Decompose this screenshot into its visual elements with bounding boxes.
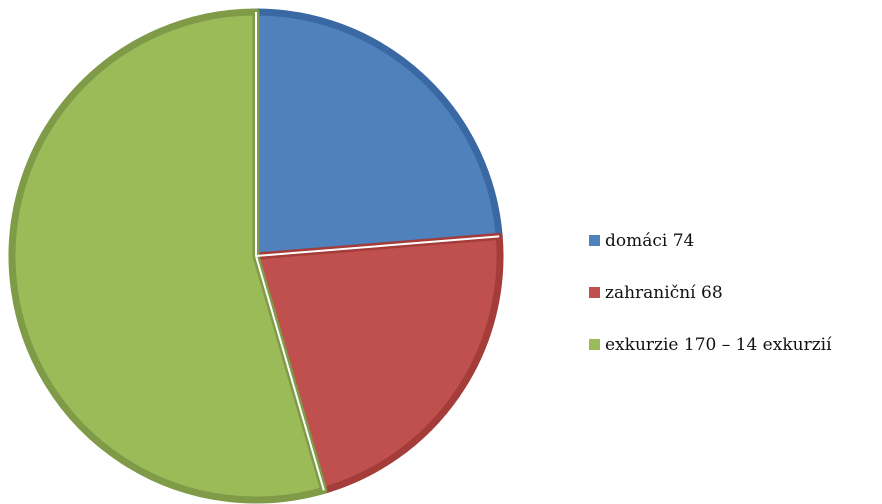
slice-separator: [255, 235, 500, 257]
legend-swatch-zahranicni: [589, 287, 600, 298]
legend-label-zahranicni: zahraniční 68: [605, 282, 723, 303]
legend-label-domaci: domáci 74: [605, 230, 695, 251]
slice-separator: [255, 255, 325, 491]
legend-item-zahranicni: zahraniční 68: [589, 278, 832, 307]
legend-swatch-domaci: [589, 235, 600, 246]
legend-item-exkurzie: exkurzie 170 – 14 exkurzií: [589, 330, 832, 359]
legend-label-exkurzie: exkurzie 170 – 14 exkurzií: [605, 334, 832, 355]
legend-item-domaci: domáci 74: [589, 226, 832, 255]
legend-swatch-exkurzie: [589, 339, 600, 350]
legend: domáci 74 zahraniční 68 exkurzie 170 – 1…: [589, 226, 832, 382]
slice-domaci: [252, 8, 503, 260]
slice-exkurzie: [8, 8, 328, 504]
slice-zahranicni: [252, 232, 504, 494]
